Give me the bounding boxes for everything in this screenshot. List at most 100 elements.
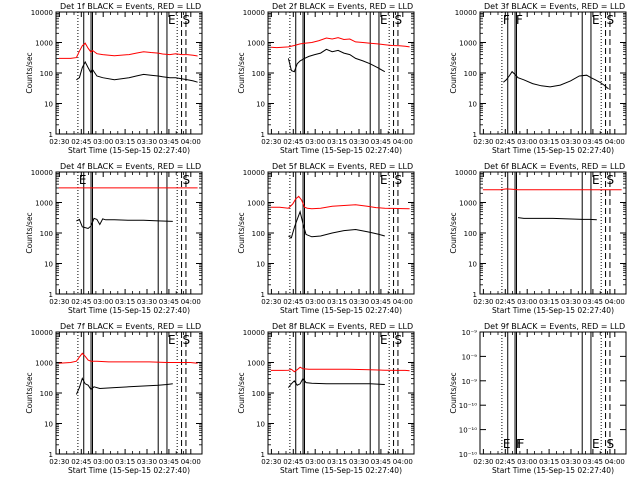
x-tick-label: 04:00 bbox=[393, 458, 413, 466]
panel-det-5f: Det 5f BLACK = Events, RED = LLD 1 10 100 10… bbox=[237, 162, 415, 315]
x-tick-label: 02:45 bbox=[283, 138, 303, 146]
x-tick-label: 03:45 bbox=[583, 458, 603, 466]
x-tick-label: 02:45 bbox=[283, 458, 303, 466]
event-marker-label: E bbox=[592, 437, 600, 451]
y-tick-label: 10000 bbox=[455, 9, 477, 17]
event-marker-label: E bbox=[168, 13, 176, 27]
x-axis-label: Start Time (15-Sep-15 02:27:40) bbox=[492, 306, 614, 315]
y-axis-label: Counts/sec bbox=[237, 212, 246, 253]
x-tick-label: 02:45 bbox=[71, 298, 91, 306]
y-tick-label: 100 bbox=[40, 390, 53, 398]
x-tick-label: 02:30 bbox=[473, 298, 493, 306]
y-axis-label: Counts/sec bbox=[449, 372, 458, 413]
x-tick-label: 03:45 bbox=[371, 138, 391, 146]
lld-series-line bbox=[58, 352, 198, 364]
y-tick-label: 1000 bbox=[247, 40, 265, 48]
panel-det-6f: Det 6f BLACK = Events, RED = LLD 1 10 100 10… bbox=[449, 162, 627, 315]
panel-det-1f: Det 1f BLACK = Events, RED = LLD 1 10 100 10… bbox=[25, 2, 203, 155]
y-tick-label: 10000 bbox=[243, 9, 265, 17]
events-series-line bbox=[287, 48, 386, 73]
x-tick-label: 03:15 bbox=[115, 298, 135, 306]
y-tick-label: 1000 bbox=[247, 200, 265, 208]
lld-series-line bbox=[270, 37, 410, 49]
y-tick-label: 1 bbox=[49, 291, 53, 299]
x-tick-label: 03:15 bbox=[327, 298, 347, 306]
x-tick-label: 03:45 bbox=[583, 298, 603, 306]
x-tick-label: 03:15 bbox=[539, 298, 559, 306]
x-tick-label: 04:00 bbox=[181, 138, 201, 146]
event-marker-label: E bbox=[380, 333, 388, 347]
panel-title: Det 4f BLACK = Events, RED = LLD bbox=[60, 162, 201, 171]
x-tick-label: 03:30 bbox=[349, 298, 369, 306]
y-tick-label: 10⁻¹⁰ bbox=[459, 427, 477, 435]
y-axis-label: Counts/sec bbox=[449, 212, 458, 253]
x-tick-label: 04:00 bbox=[605, 138, 625, 146]
x-tick-label: 04:00 bbox=[605, 298, 625, 306]
events-series-line bbox=[288, 209, 385, 239]
event-marker-label: E bbox=[79, 173, 87, 187]
x-tick-label: 02:30 bbox=[261, 138, 281, 146]
panel-title: Det 7f BLACK = Events, RED = LLD bbox=[60, 322, 201, 331]
events-series-line bbox=[288, 377, 385, 388]
x-tick-label: 03:00 bbox=[517, 458, 537, 466]
y-tick-label: 10 bbox=[44, 261, 53, 269]
panel-det-8f: Det 8f BLACK = Events, RED = LLD 1 10 100 10… bbox=[237, 322, 415, 475]
y-axis-label: Counts/sec bbox=[25, 372, 34, 413]
panel-title: Det 9f BLACK = Events, RED = LLD bbox=[484, 322, 625, 331]
x-tick-label: 03:00 bbox=[93, 298, 113, 306]
events-series-line bbox=[76, 217, 173, 230]
panel-title: Det 5f BLACK = Events, RED = LLD bbox=[272, 162, 413, 171]
x-axis-label: Start Time (15-Sep-15 02:27:40) bbox=[492, 466, 614, 475]
y-tick-label: 10 bbox=[256, 101, 265, 109]
panel-title: Det 8f BLACK = Events, RED = LLD bbox=[272, 322, 413, 331]
y-tick-label: 100 bbox=[252, 230, 265, 238]
y-tick-label: 1 bbox=[49, 131, 53, 139]
x-tick-label: 03:15 bbox=[539, 458, 559, 466]
y-tick-label: 10 bbox=[44, 421, 53, 429]
y-tick-label: 10 bbox=[468, 261, 477, 269]
x-tick-label: 03:45 bbox=[371, 298, 391, 306]
x-tick-label: 02:30 bbox=[473, 138, 493, 146]
x-tick-label: 03:30 bbox=[349, 458, 369, 466]
panel-det-7f: Det 7f BLACK = Events, RED = LLD 1 10 100 10… bbox=[25, 322, 203, 475]
x-axis-label: Start Time (15-Sep-15 02:27:40) bbox=[68, 466, 190, 475]
event-marker-label: S bbox=[607, 173, 615, 187]
axes-frame bbox=[479, 331, 627, 455]
panel-det-3f: Det 3f BLACK = Events, RED = LLD 1 10 100 10… bbox=[449, 2, 627, 155]
y-tick-label: 1 bbox=[473, 131, 477, 139]
event-marker-label: F bbox=[516, 437, 523, 451]
y-tick-label: 100 bbox=[40, 230, 53, 238]
y-tick-label: 100 bbox=[40, 70, 53, 78]
x-tick-label: 02:30 bbox=[261, 458, 281, 466]
y-tick-label: 10⁻¹⁰ bbox=[459, 451, 477, 459]
event-marker-label: F bbox=[503, 13, 510, 27]
y-tick-label: 1 bbox=[261, 291, 265, 299]
x-axis-label: Start Time (15-Sep-15 02:27:40) bbox=[280, 306, 402, 315]
y-tick-label: 10000 bbox=[31, 329, 53, 337]
event-marker-label: E bbox=[592, 173, 600, 187]
y-axis-label: Counts/sec bbox=[25, 212, 34, 253]
y-tick-label: 100 bbox=[464, 70, 477, 78]
panel-det-2f: Det 2f BLACK = Events, RED = LLD 1 10 100 10… bbox=[237, 2, 415, 155]
lld-series-line bbox=[270, 366, 410, 373]
y-tick-label: 10 bbox=[256, 421, 265, 429]
x-tick-label: 03:30 bbox=[137, 138, 157, 146]
x-tick-label: 03:00 bbox=[93, 458, 113, 466]
x-tick-label: 03:00 bbox=[517, 298, 537, 306]
x-tick-label: 02:45 bbox=[283, 298, 303, 306]
y-tick-label: 1000 bbox=[459, 40, 477, 48]
x-tick-label: 03:00 bbox=[93, 138, 113, 146]
x-tick-label: 02:45 bbox=[495, 458, 515, 466]
y-tick-label: 10⁻⁹ bbox=[462, 378, 478, 386]
x-tick-label: 03:00 bbox=[305, 138, 325, 146]
panel-title: Det 3f BLACK = Events, RED = LLD bbox=[484, 2, 625, 11]
x-tick-label: 03:15 bbox=[115, 138, 135, 146]
x-tick-label: 02:30 bbox=[473, 458, 493, 466]
y-tick-label: 1000 bbox=[35, 200, 53, 208]
y-axis-label: Counts/sec bbox=[237, 52, 246, 93]
x-tick-label: 03:15 bbox=[327, 458, 347, 466]
x-tick-label: 03:30 bbox=[561, 138, 581, 146]
y-tick-label: 100 bbox=[252, 390, 265, 398]
event-marker-label: S bbox=[183, 333, 191, 347]
